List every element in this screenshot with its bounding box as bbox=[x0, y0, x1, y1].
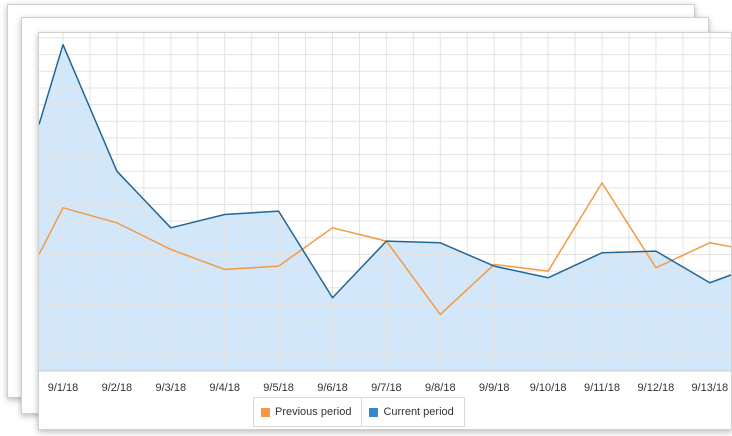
legend-item-current-period[interactable]: Current period bbox=[361, 398, 463, 426]
x-tick-label: 9/1/18 bbox=[48, 382, 79, 394]
legend-swatch-current bbox=[369, 407, 379, 417]
line-chart: 9/1/18 9/2/18 9/3/18 9/4/18 9/5/18 9/6/18 9/7/… bbox=[39, 33, 731, 394]
x-tick-label: 9/4/18 bbox=[209, 382, 240, 394]
x-tick-label: 9/3/18 bbox=[156, 382, 187, 394]
area-current-period bbox=[39, 44, 731, 371]
x-tick-label: 9/8/18 bbox=[425, 382, 456, 394]
x-tick-label: 9/9/18 bbox=[479, 382, 510, 394]
legend-label-current: Current period bbox=[383, 406, 454, 418]
x-tick-label: 9/13/18 bbox=[691, 382, 728, 394]
chart-panel: 9/1/18 9/2/18 9/3/18 9/4/18 9/5/18 9/6/18 9/7/… bbox=[38, 32, 732, 430]
x-tick-label: 9/7/18 bbox=[371, 382, 402, 394]
x-tick-label: 9/12/18 bbox=[638, 382, 675, 394]
x-tick-label: 9/2/18 bbox=[102, 382, 133, 394]
x-tick-label: 9/6/18 bbox=[317, 382, 348, 394]
chart-legend: Previous period Current period bbox=[253, 397, 465, 427]
legend-swatch-previous bbox=[261, 407, 270, 417]
x-tick-label: 9/11/18 bbox=[584, 382, 620, 394]
legend-label-previous: Previous period bbox=[275, 406, 352, 418]
legend-item-previous-period[interactable]: Previous period bbox=[254, 398, 361, 426]
x-tick-label: 9/5/18 bbox=[263, 382, 294, 394]
x-tick-label: 9/10/18 bbox=[530, 382, 567, 394]
